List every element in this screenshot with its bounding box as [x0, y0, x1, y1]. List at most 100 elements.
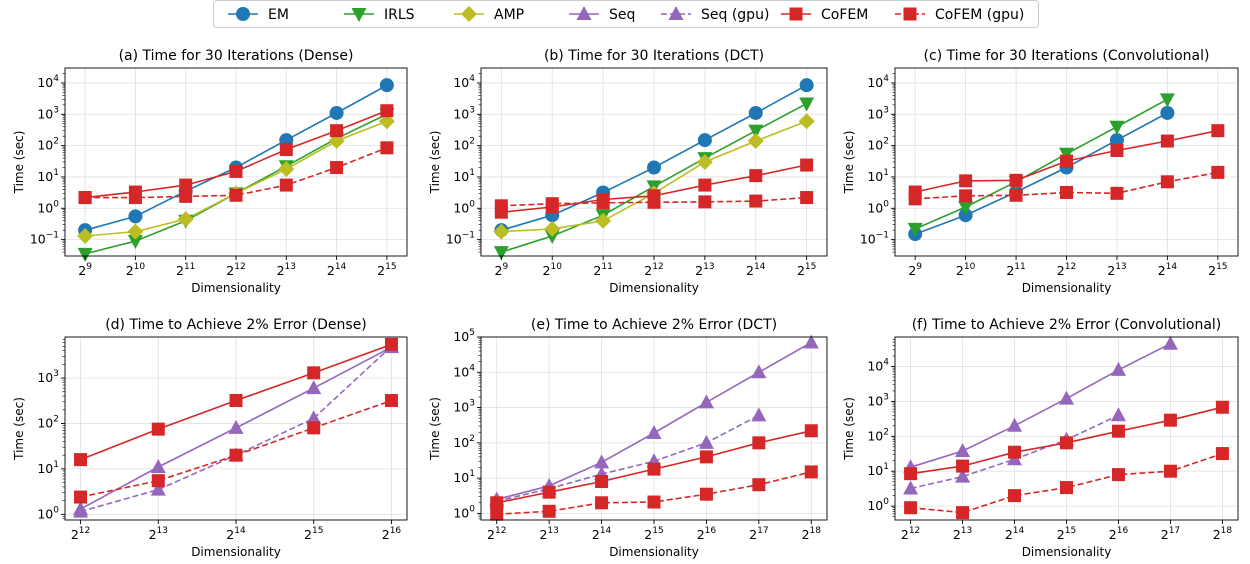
y-tick-label: 100	[37, 199, 59, 215]
y-axis-label: Time (sec)	[428, 131, 442, 195]
data-point-cofem-gpu	[1160, 175, 1174, 189]
panel-d: 212 213 214 215 216 100 101 102 103 (d) Time to A…	[12, 317, 408, 559]
y-tick-label: 10−1	[446, 231, 475, 247]
y-tick-label: 104	[867, 357, 889, 373]
grid-lines	[65, 68, 407, 256]
y-tick-label: 10−1	[30, 231, 59, 247]
legend-label: Seq (gpu)	[701, 7, 769, 23]
data-point-cofem-gpu	[279, 178, 293, 192]
x-tick-label: 210	[543, 262, 563, 278]
data-point-seq	[698, 394, 714, 409]
data-point-cofem-gpu	[699, 487, 713, 501]
legend-entry-cofem-gpu: CoFEM (gpu)	[895, 7, 1024, 23]
data-point-em	[379, 78, 394, 93]
legend-marker	[903, 7, 917, 21]
y-tick-label: 105	[453, 328, 475, 344]
data-point-cofem	[699, 450, 713, 464]
y-tick-label: 102	[37, 414, 59, 430]
data-point-amp	[127, 223, 144, 240]
data-point-seq	[646, 425, 662, 440]
legend-svg: EM IRLS AMP Seq Seq (gpu) CoFEM CoFEM (gpu)	[228, 6, 1024, 23]
data-point-cofem-gpu	[596, 196, 610, 210]
grid-lines	[895, 68, 1238, 256]
y-tick-label: 102	[867, 137, 889, 153]
data-point-cofem	[179, 178, 193, 192]
x-tick-label: 213	[953, 526, 972, 542]
data-point-cofem-gpu	[179, 189, 193, 203]
x-tick-label: 218	[1213, 526, 1233, 542]
data-point-cofem-gpu	[330, 161, 344, 175]
x-tick-label: 29	[495, 262, 509, 278]
data-point-cofem-gpu	[1060, 185, 1073, 199]
legend-entry-seq: Seq	[569, 6, 635, 23]
data-point-cofem-gpu	[752, 478, 766, 492]
data-point-seq	[150, 459, 166, 474]
y-tick-label: 10−1	[860, 231, 889, 247]
data-point-cofem	[1060, 154, 1073, 168]
data-point-cofem-gpu	[647, 195, 661, 209]
x-tick-label: 213	[149, 526, 168, 542]
data-point-cofem-gpu	[595, 496, 609, 510]
x-tick-label: 217	[1161, 526, 1180, 542]
x-tick-label: 210	[956, 262, 976, 278]
legend-marker	[789, 7, 803, 21]
data-point-cofem-gpu	[698, 195, 712, 209]
data-point-seq	[955, 442, 971, 457]
data-point-cofem-gpu	[542, 504, 556, 518]
y-tick-label: 103	[453, 399, 475, 415]
data-point-amp	[378, 113, 395, 130]
data-point-em	[958, 208, 973, 223]
data-point-cofem	[307, 366, 321, 380]
x-tick-label: 215	[1208, 262, 1227, 278]
x-axis-label: Dimensionality	[191, 545, 281, 559]
data-point-irls	[748, 124, 764, 139]
data-point-seq-gpu	[955, 468, 971, 483]
y-tick-label: 104	[37, 74, 59, 90]
x-tick-label: 212	[1057, 262, 1076, 278]
data-point-cofem	[749, 169, 763, 183]
data-point-cofem	[1060, 436, 1073, 450]
data-point-cofem	[1163, 413, 1177, 427]
panel-a: 29 210 211 212 213 214 215 10−1 100 101 102 103 104 (…	[12, 48, 408, 295]
data-point-cofem-gpu	[804, 465, 818, 479]
panel-b: 29 210 211 212 213 214 215 10−1 100 101 102 103 104 (…	[428, 48, 828, 295]
data-point-cofem	[542, 485, 556, 499]
y-tick-label: 103	[867, 392, 889, 408]
data-point-cofem	[1111, 424, 1125, 438]
legend-entry-amp: AMP	[454, 6, 524, 23]
legend-entry-seq-gpu: Seq (gpu)	[661, 6, 769, 23]
data-point-seq	[1007, 417, 1023, 432]
x-tick-label: 212	[644, 262, 663, 278]
data-point-cofem-gpu	[1215, 447, 1229, 461]
x-tick-label: 215	[644, 526, 663, 542]
data-point-cofem-gpu	[545, 197, 559, 211]
data-point-irls	[77, 247, 93, 262]
legend-marker	[461, 6, 477, 22]
data-point-cofem-gpu	[1211, 165, 1225, 179]
data-point-cofem-gpu	[384, 394, 398, 408]
y-tick-label: 100	[867, 199, 889, 215]
data-point-cofem-gpu	[307, 421, 321, 435]
data-point-cofem-gpu	[908, 192, 922, 206]
data-point-seq	[228, 419, 244, 434]
data-point-irls	[958, 200, 974, 215]
series-line-irls	[914, 98, 1168, 230]
x-tick-label: 211	[593, 262, 612, 278]
data-point-cofem	[904, 467, 918, 481]
data-point-irls	[544, 230, 560, 245]
x-tick-label: 215	[304, 526, 323, 542]
x-tick-label: 216	[382, 526, 402, 542]
legend-label: Seq	[609, 7, 635, 23]
grid-lines	[895, 337, 1238, 520]
data-point-cofem-gpu	[78, 191, 92, 205]
data-point-cofem-gpu	[74, 490, 88, 504]
y-tick-label: 103	[37, 105, 59, 121]
data-point-amp	[798, 113, 815, 130]
y-axis-label: Time (sec)	[12, 131, 26, 195]
data-point-cofem	[380, 104, 394, 118]
data-point-cofem	[1009, 173, 1023, 187]
y-tick-label: 103	[453, 105, 475, 121]
x-tick-label: 215	[377, 262, 396, 278]
y-tick-label: 101	[37, 168, 59, 184]
data-point-cofem-gpu	[151, 474, 165, 488]
